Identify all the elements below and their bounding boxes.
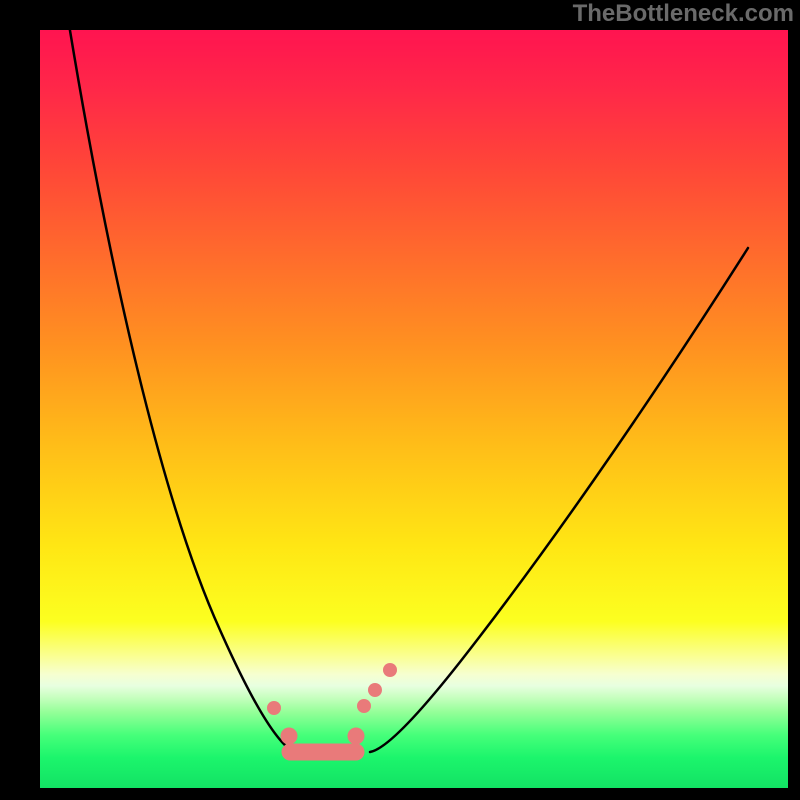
watermark-text: TheBottleneck.com (573, 0, 794, 28)
gradient-background (40, 30, 788, 788)
data-marker (348, 728, 365, 745)
data-marker (357, 699, 371, 713)
data-marker (383, 663, 397, 677)
plot-area (0, 0, 800, 800)
data-marker (368, 683, 382, 697)
data-marker (281, 728, 298, 745)
data-marker (267, 701, 281, 715)
floor-segment (282, 744, 365, 761)
